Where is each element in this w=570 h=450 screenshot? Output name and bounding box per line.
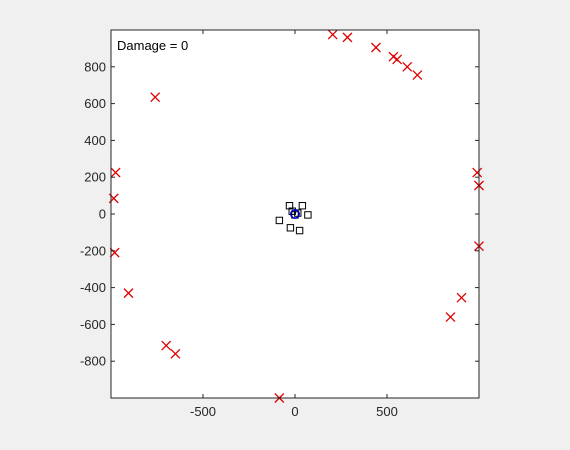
- x-tick-label: 0: [291, 404, 298, 419]
- y-tick-label: -200: [80, 243, 106, 258]
- y-tick-label: -800: [80, 354, 106, 369]
- unit-square-point: [304, 211, 312, 219]
- y-tick-label: 0: [99, 207, 106, 222]
- y-tick-label: 400: [84, 133, 106, 148]
- y-tick-label: 200: [84, 170, 106, 185]
- target-x-point: [392, 54, 403, 65]
- x-tick-label: -500: [190, 404, 216, 419]
- target-x-point: [456, 292, 467, 303]
- target-x-point: [327, 29, 338, 40]
- target-x-point: [110, 167, 121, 178]
- target-x-point: [170, 348, 181, 359]
- y-tick-label: 800: [84, 59, 106, 74]
- target-x-point: [109, 247, 120, 258]
- axis-ticks: -500 0 500 -800 -600 -400 -200 0 200 400 600 800: [80, 30, 479, 419]
- unit-square-point: [298, 202, 307, 210]
- target-x-point: [161, 340, 172, 351]
- target-x-point: [371, 42, 381, 53]
- target-x-point: [342, 32, 353, 43]
- target-x-point: [150, 92, 161, 103]
- target-x-point: [123, 288, 134, 299]
- unit-square-point: [295, 226, 304, 235]
- target-x-point: [412, 70, 423, 81]
- unit-square-point: [286, 224, 295, 232]
- center-circle-point: [289, 209, 300, 220]
- y-tick-label: 600: [84, 96, 106, 111]
- unit-square-point: [275, 216, 284, 225]
- target-x-point: [472, 167, 483, 178]
- damage-annotation: Damage = 0: [117, 38, 188, 53]
- y-tick-label: -600: [80, 317, 106, 332]
- y-tick-label: -400: [80, 280, 106, 295]
- target-x-point: [445, 312, 456, 322]
- data-marks: [108, 29, 484, 403]
- x-tick-label: 500: [376, 404, 398, 419]
- target-x-point: [402, 61, 413, 72]
